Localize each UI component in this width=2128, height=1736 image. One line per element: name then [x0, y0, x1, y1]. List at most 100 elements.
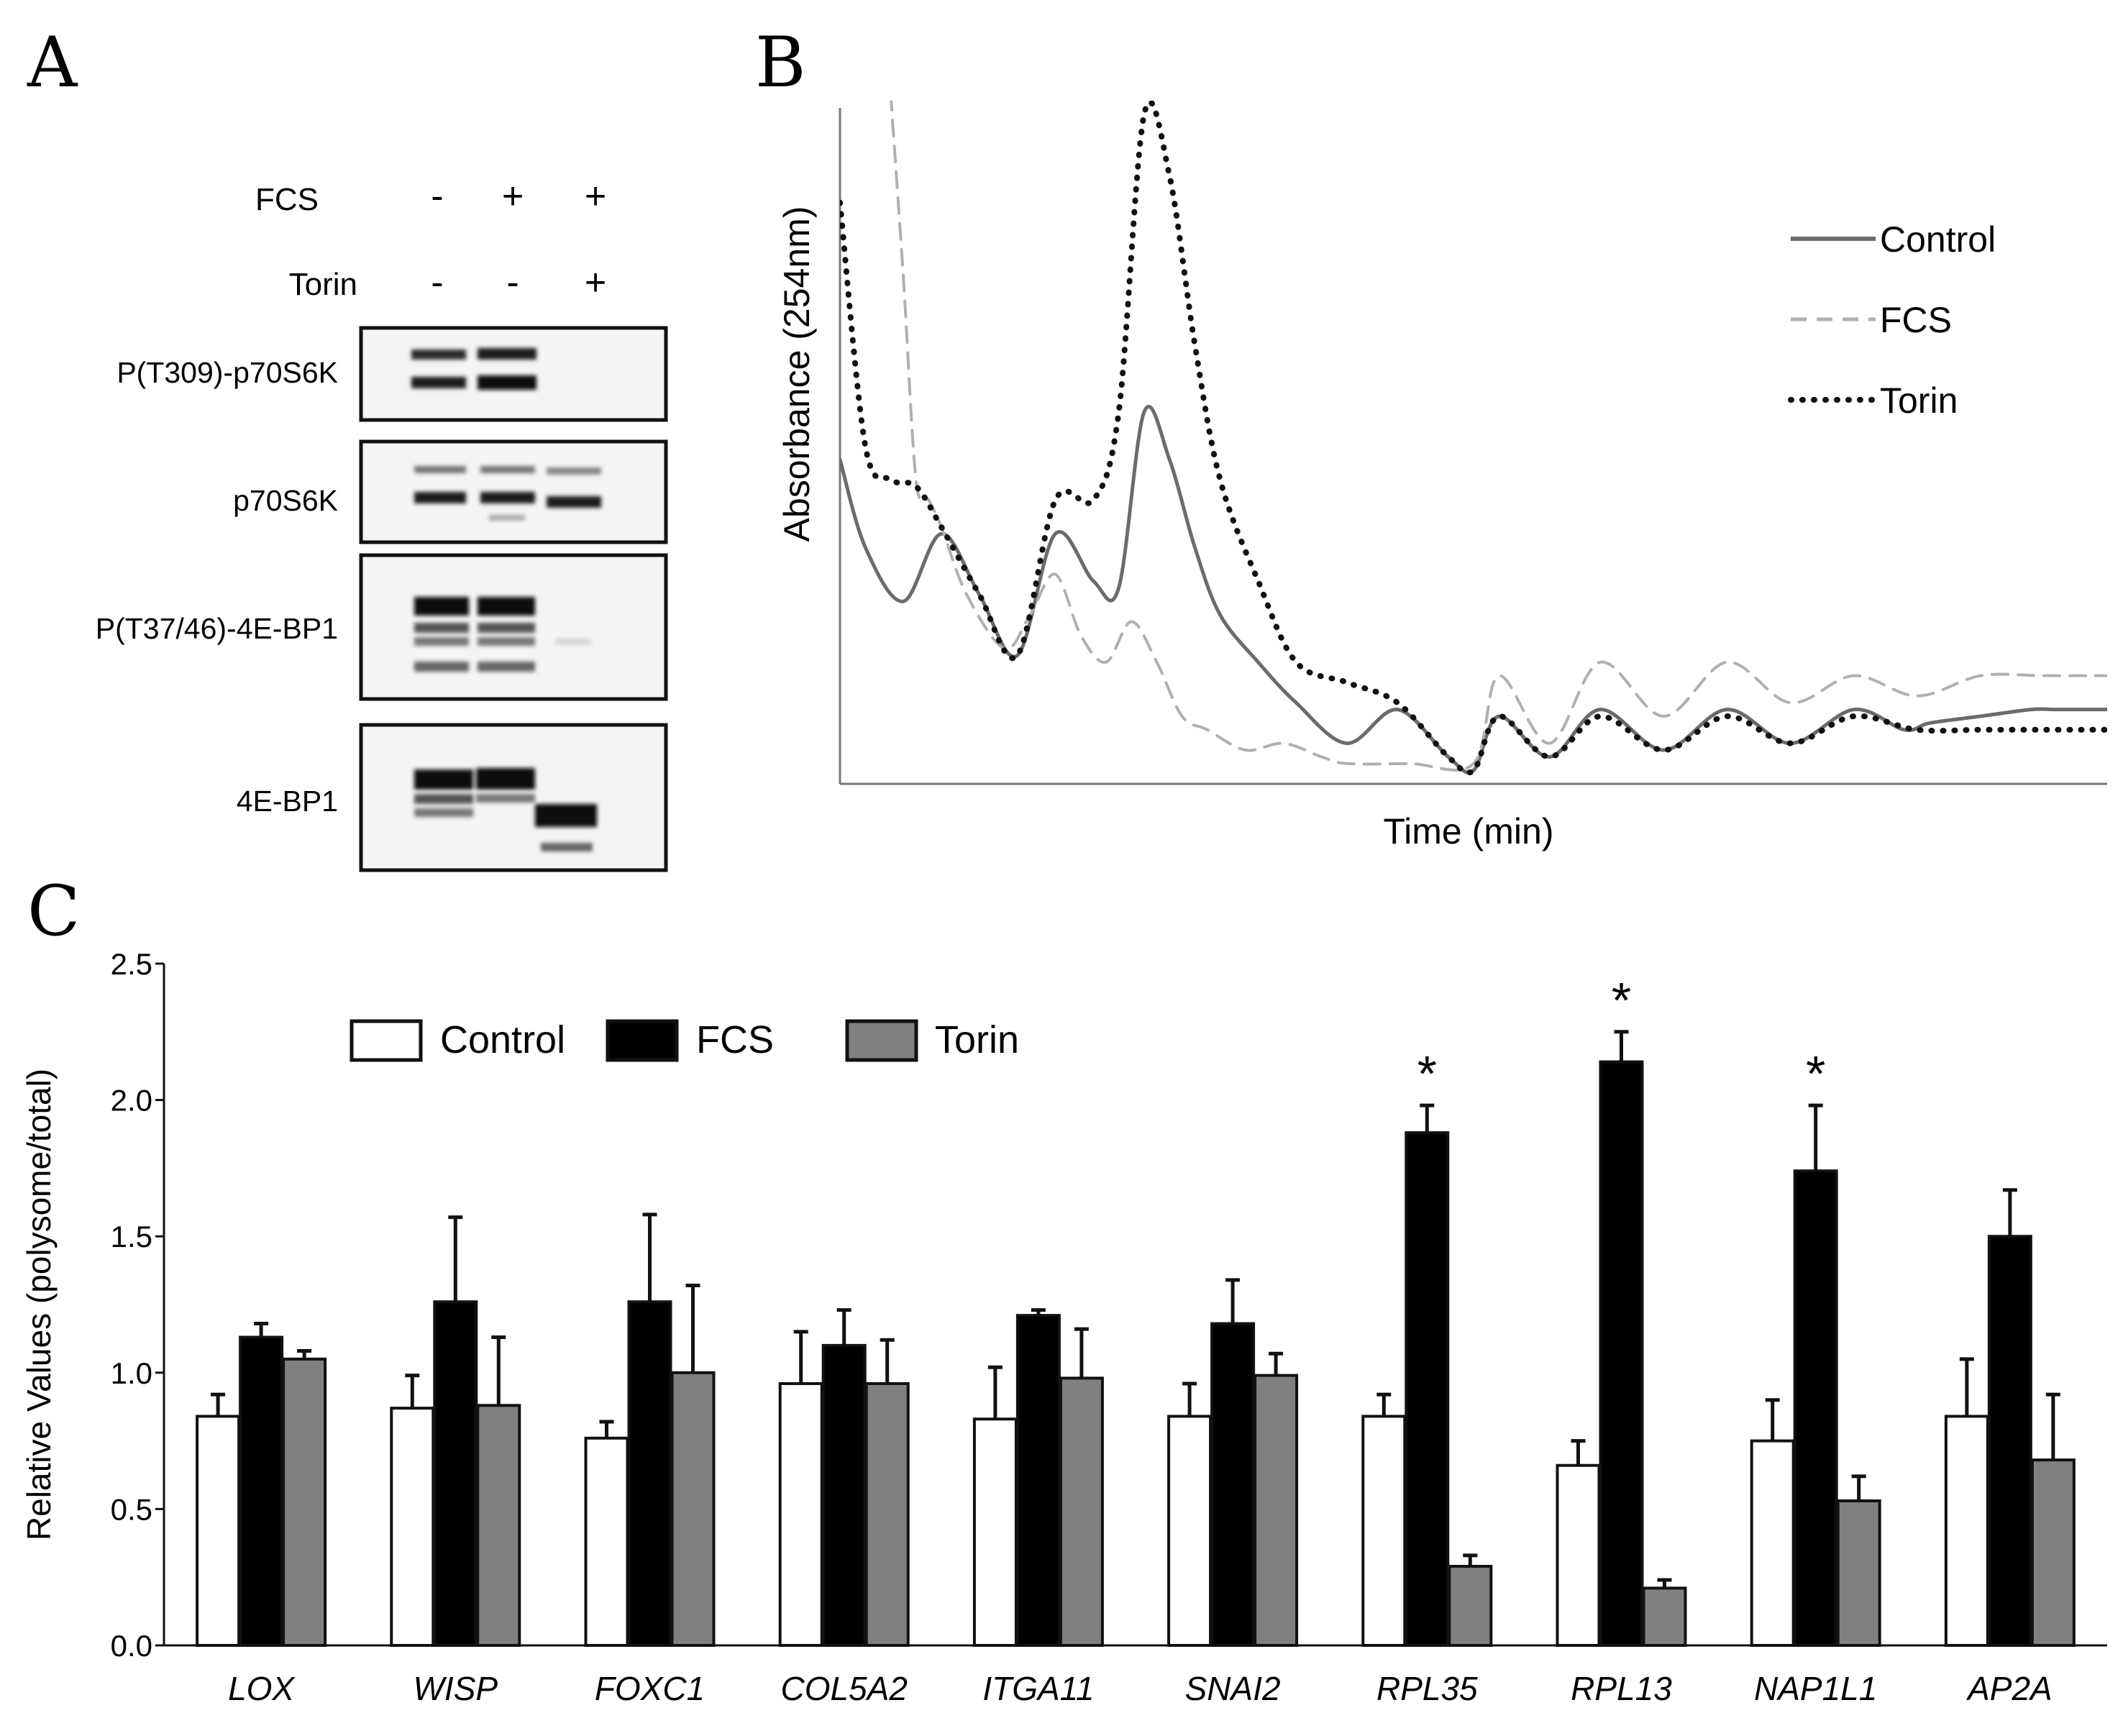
blot-p70s6k: p70S6K [233, 439, 668, 544]
bar-group-lox: LOX [196, 1322, 327, 1707]
legend-swatch-control [350, 1019, 423, 1062]
bar-group-itga11: ITGA11 [972, 1308, 1104, 1707]
blot-label: P(T309)-p70S6K [117, 356, 338, 389]
legend-label-fcs: FCS [696, 1018, 774, 1061]
series-line-torin [840, 101, 2107, 776]
blot-bands [414, 597, 591, 672]
bar-torin [2030, 1458, 2076, 1648]
bar-control [1944, 1415, 1989, 1648]
bar-group-rpl35: RPL35 [1361, 1103, 1493, 1707]
blot-4e-bp1: 4E-BP1 [237, 723, 668, 872]
bar-fcs [1405, 1131, 1450, 1647]
bar-fcs [433, 1300, 478, 1647]
y-tick-label: 0.5 [111, 1492, 152, 1526]
bar-group-snai2: SNAI2 [1167, 1278, 1299, 1707]
y-tick-label: 1.5 [111, 1220, 152, 1253]
bar-control [1556, 1463, 1601, 1648]
x-tick-label: LOX [228, 1670, 296, 1707]
legend-label-torin: Torin [935, 1018, 1019, 1061]
fcs-mark-3: + [585, 175, 606, 217]
x-tick-label: AP2A [1965, 1670, 2052, 1707]
x-tick-label: RPL35 [1376, 1670, 1478, 1707]
x-axis-label: Time (min) [1383, 811, 1553, 851]
polysome-profile-chart: Absorbance (254nm) Time (min) Control FC… [777, 101, 2107, 851]
significance-asterisk: * [1612, 972, 1631, 1028]
significance-asterisk: * [1417, 1046, 1437, 1102]
condition-table: FCS - + + Torin - - + [255, 175, 606, 303]
torin-mark-1: - [431, 262, 443, 303]
bar-control [972, 1417, 1018, 1648]
series-line-fcs [890, 101, 2107, 772]
bar-torin [476, 1404, 521, 1647]
bar-fcs [821, 1343, 867, 1647]
bar-group-nap1l1: NAP1L1 [1750, 1103, 1881, 1707]
bar-fcs [1015, 1314, 1061, 1647]
bar-group-rpl13: RPL13 [1556, 1030, 1687, 1707]
legend: Control FCS Torin [1788, 219, 1996, 421]
bar-torin [1448, 1565, 1493, 1647]
torin-label: Torin [289, 267, 357, 302]
blot-bands [411, 348, 536, 390]
fcs-mark-1: - [431, 175, 443, 217]
bar-group-wisp: WISP [390, 1215, 521, 1707]
bar-control [584, 1436, 629, 1647]
bar-control [778, 1381, 823, 1648]
y-tick-label: 1.0 [111, 1356, 152, 1390]
y-tick-label: 0.0 [111, 1629, 152, 1663]
legend-label-control: Control [440, 1018, 565, 1061]
legend-label-fcs: FCS [1880, 300, 1952, 340]
bar-group-col5a2: COL5A2 [778, 1308, 910, 1707]
blot-label: 4E-BP1 [237, 785, 338, 818]
x-tick-label: WISP [414, 1670, 498, 1707]
bar-fcs [239, 1335, 284, 1648]
blot-frame [359, 326, 668, 422]
bar-torin [282, 1357, 327, 1647]
panel-b-letter: B [755, 22, 806, 103]
bar-fcs [627, 1300, 672, 1647]
legend-swatch-fcs [606, 1019, 679, 1062]
bar-control [1750, 1439, 1795, 1647]
blot-label: P(T37/46)-4E-BP1 [96, 612, 338, 645]
blot-p-t309-p70s6k: P(T309)-p70S6K [117, 326, 668, 422]
panel-c-letter: C [27, 871, 80, 951]
bar-torin [1059, 1376, 1104, 1648]
polysome-ratio-bar-chart: Relative Values (polysome/total) 0.0 0.5 1… [20, 947, 2107, 1707]
bar-torin [864, 1381, 910, 1648]
bar-control [1167, 1415, 1213, 1648]
x-tick-label: NAP1L1 [1754, 1670, 1877, 1707]
bar-torin [1642, 1586, 1687, 1647]
blot-p-t37-46-4e-bp1: P(T37/46)-4E-BP1 [96, 553, 668, 701]
x-tick-label: FOXC1 [595, 1670, 705, 1707]
legend-label-control: Control [1880, 219, 1996, 260]
bar-group-foxc1: FOXC1 [584, 1212, 716, 1707]
significance-asterisk: * [1806, 1046, 1825, 1102]
blot-bands [414, 466, 601, 521]
y-axis-label: Absorbance (254nm) [777, 206, 817, 542]
blot-bands [414, 768, 597, 851]
series-line-control [840, 404, 2107, 775]
bar-control [390, 1407, 435, 1647]
bar-fcs [1599, 1060, 1644, 1647]
legend-swatch-torin [845, 1019, 918, 1062]
fcs-mark-2: + [502, 175, 524, 217]
x-tick-label: COL5A2 [780, 1670, 907, 1707]
bar-fcs [1987, 1235, 2032, 1647]
legend-label-torin: Torin [1880, 380, 1958, 421]
torin-mark-2: - [506, 262, 519, 303]
bar-control [1361, 1415, 1407, 1648]
bar-fcs [1210, 1322, 1256, 1647]
y-axis-label: Relative Values (polysome/total) [20, 1069, 58, 1540]
bar-torin [1836, 1499, 1881, 1647]
bar-control [196, 1415, 241, 1648]
y-tick-label: 2.0 [111, 1084, 152, 1118]
legend: Control FCS Torin [350, 1018, 1019, 1062]
torin-mark-3: + [585, 262, 606, 303]
panel-a-letter: A [27, 22, 78, 103]
bar-torin [670, 1371, 716, 1648]
blot-label: p70S6K [233, 484, 338, 517]
fcs-label: FCS [255, 182, 319, 217]
bar-group-ap2a: AP2A [1944, 1188, 2076, 1707]
bar-fcs [1793, 1169, 1838, 1647]
x-tick-label: SNAI2 [1185, 1670, 1281, 1707]
bar-torin [1253, 1374, 1299, 1648]
